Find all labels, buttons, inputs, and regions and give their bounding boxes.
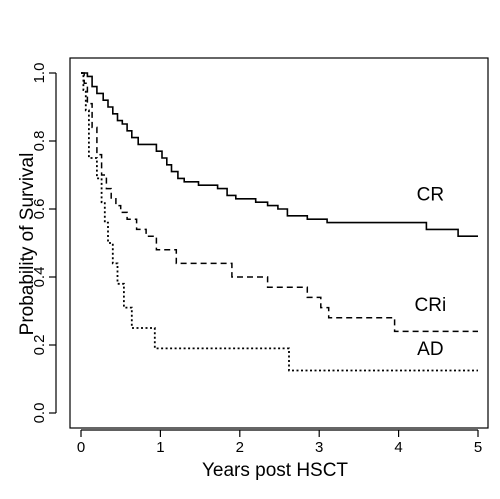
series-labels: CR CRi AD <box>415 185 447 361</box>
survival-curves <box>81 72 478 372</box>
series-cr-curve <box>81 72 478 237</box>
series-cri-curve <box>81 72 478 333</box>
x-axis: 0 1 2 3 4 5 <box>77 429 482 456</box>
y-tick-label: 0.0 <box>31 403 48 424</box>
y-tick-label: 0.4 <box>31 267 48 288</box>
x-tick-label: 2 <box>236 439 244 456</box>
x-axis-title: Years post HSCT <box>202 460 348 481</box>
y-tick-label: 0.2 <box>31 335 48 356</box>
x-tick-label: 1 <box>156 439 164 456</box>
x-tick-label: 3 <box>315 439 323 456</box>
y-tick-label: 0.8 <box>31 131 48 152</box>
series-ad-curve <box>81 72 478 372</box>
y-tick-label: 0.6 <box>31 199 48 220</box>
y-tick-label: 1.0 <box>31 63 48 84</box>
series-label-cr: CR <box>417 185 444 206</box>
x-tick-label: 5 <box>474 439 482 456</box>
x-tick-label: 4 <box>394 439 402 456</box>
series-label-cri: CRi <box>415 295 447 316</box>
y-axis-title: Probability of Survival <box>17 153 38 336</box>
plot-area-box <box>69 57 489 429</box>
x-tick-label: 0 <box>77 439 85 456</box>
y-axis: 0.0 0.2 0.4 0.6 0.8 1.0 <box>31 63 57 424</box>
series-label-ad: AD <box>417 339 443 360</box>
